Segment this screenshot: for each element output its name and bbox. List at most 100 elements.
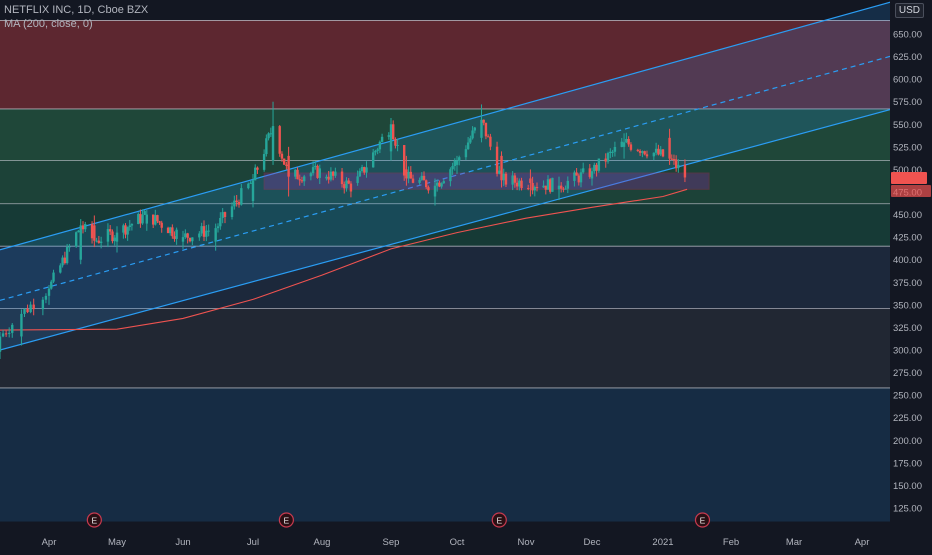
candle-body	[387, 135, 390, 137]
candle-body	[309, 173, 313, 177]
candle-body	[331, 171, 335, 176]
candle-body	[643, 151, 646, 155]
candle-body	[504, 173, 508, 185]
candle-body	[562, 188, 565, 190]
candle-body	[186, 233, 189, 238]
candle-body	[143, 211, 146, 215]
candle-body	[1, 333, 5, 337]
candle-body	[529, 178, 532, 183]
earnings-label: E	[700, 516, 706, 526]
candle-body	[560, 185, 563, 189]
candle-body	[318, 168, 321, 178]
candle-body	[573, 172, 576, 181]
candle-body	[249, 182, 252, 184]
candle-body	[141, 214, 144, 224]
candle-body	[427, 187, 430, 191]
candle-body	[442, 181, 445, 184]
earnings-marker[interactable]: E	[86, 512, 102, 528]
candle-body	[207, 230, 210, 232]
candle-body	[480, 119, 483, 138]
candle-body	[396, 145, 399, 147]
candle-body	[489, 136, 492, 147]
candle-body	[219, 217, 222, 227]
candle-body	[683, 164, 687, 178]
indicator-legend[interactable]: MA (200, close, 0)	[4, 18, 93, 30]
candle-body	[158, 221, 161, 223]
candle-body	[59, 265, 62, 273]
candle-body	[68, 246, 71, 248]
candle-body	[106, 229, 110, 242]
price-zone	[0, 203, 890, 247]
candle-body	[160, 222, 163, 228]
candle-body	[345, 180, 348, 189]
candle-body	[50, 281, 53, 289]
candle-body	[280, 153, 284, 159]
candle-body	[654, 148, 658, 153]
candle-body	[198, 233, 201, 238]
y-tick-label: 550.00	[893, 120, 922, 131]
candle-body	[520, 180, 523, 189]
candle-body	[458, 157, 461, 161]
candle-body	[645, 154, 649, 157]
candle-body	[376, 149, 379, 151]
last-price-tag	[891, 172, 927, 184]
candle-body	[438, 182, 441, 187]
candle-body	[113, 237, 116, 242]
price-zone	[0, 246, 890, 309]
candle-body	[557, 185, 561, 190]
candle-body	[672, 159, 676, 161]
symbol-title[interactable]: NETFLIX INC, 1D, Cboe BZX	[4, 4, 149, 16]
candle-body	[403, 145, 406, 176]
candle-body	[191, 237, 194, 242]
earnings-marker[interactable]: E	[491, 512, 507, 528]
earnings-icon	[86, 512, 102, 528]
candle-body	[29, 304, 32, 313]
candle-body	[564, 188, 567, 190]
candle-body	[99, 241, 103, 243]
candle-body	[378, 141, 382, 150]
candle-body	[595, 164, 598, 171]
candle-body	[380, 136, 384, 142]
candle-body	[455, 160, 459, 165]
candle-body	[126, 227, 129, 235]
candle-body	[469, 138, 472, 143]
candle-body	[636, 149, 640, 151]
candle-body	[495, 146, 499, 174]
candle-body	[26, 308, 29, 313]
channel-lower-line	[0, 107, 897, 351]
candle-body	[302, 176, 306, 182]
candle-body	[41, 299, 45, 310]
y-tick-label: 650.00	[893, 30, 922, 41]
candle-body	[145, 214, 149, 224]
currency-button[interactable]: USD	[894, 3, 924, 18]
candle-body	[202, 226, 206, 237]
earnings-icon	[694, 512, 711, 528]
candle-body	[247, 183, 250, 189]
candle-body	[343, 184, 346, 189]
x-tick-label: Dec	[584, 537, 601, 548]
candle-body	[371, 152, 375, 168]
candle-body	[285, 164, 288, 166]
candle-body	[418, 179, 421, 183]
candle-body	[340, 171, 344, 185]
earnings-icon	[491, 512, 507, 528]
candle-body	[422, 175, 426, 181]
candle-body	[425, 180, 428, 188]
candle-body	[356, 176, 359, 183]
candle-body	[363, 167, 366, 173]
y-tick-label: 125.00	[893, 504, 922, 515]
earnings-marker[interactable]: E	[278, 512, 294, 528]
candle-body	[449, 169, 452, 182]
consolidation-box	[263, 172, 710, 190]
earnings-marker[interactable]: E	[694, 512, 711, 528]
candle-body	[546, 179, 550, 190]
candle-body	[659, 149, 662, 155]
candle-body	[79, 225, 82, 260]
candle-body	[575, 172, 578, 176]
candle-body	[61, 257, 64, 266]
candle-body	[81, 225, 85, 230]
candle-body	[200, 226, 203, 234]
earnings-label: E	[496, 516, 502, 526]
